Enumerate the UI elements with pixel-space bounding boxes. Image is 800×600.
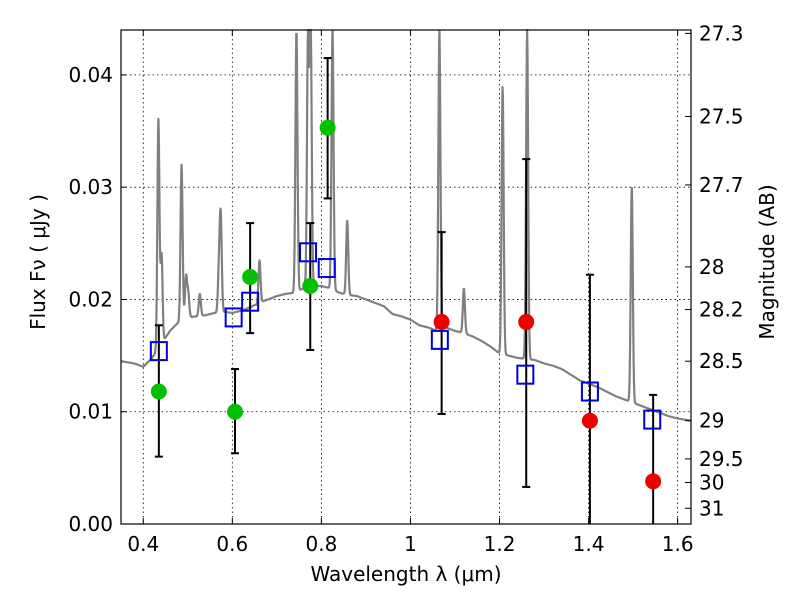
- y-tick-label: 0.01: [68, 400, 113, 424]
- x-tick-label: 1: [404, 532, 417, 556]
- y-tick-label: 0.00: [68, 512, 113, 536]
- data-markers: [149, 119, 662, 490]
- model-photometry-square: [430, 329, 449, 350]
- x-tick-label: 1.2: [484, 532, 516, 556]
- green-data-point: [227, 403, 243, 420]
- right-tick-label: 28.2: [699, 298, 744, 322]
- green-data-point: [302, 277, 319, 294]
- x-axis-label: Wavelength λ (μm): [310, 562, 501, 586]
- plot-frame: [120, 29, 692, 525]
- y-tick-labels: 0.00 0.01 0.02 0.03 0.04: [68, 63, 113, 536]
- model-spectrum: [120, 28, 692, 422]
- right-axis-label: Magnitude (AB): [755, 184, 779, 339]
- model-photometry-square: [241, 291, 260, 312]
- error-bars: [154, 57, 658, 524]
- right-tick-label: 28.5: [699, 349, 744, 373]
- x-tick-label: 0.6: [216, 532, 248, 556]
- grid-lines: [121, 30, 691, 525]
- model-photometry-square: [580, 381, 599, 402]
- right-tick-label: 30: [699, 470, 724, 494]
- red-data-point: [433, 313, 450, 330]
- model-photometry-square: [317, 258, 336, 279]
- x-tick-label: 1.4: [573, 532, 605, 556]
- model-spectrum-line: [120, 28, 692, 422]
- model-photometry-square: [149, 341, 168, 362]
- y-axis-label: Flux Fν ( μJy ): [26, 194, 50, 330]
- green-data-point: [150, 383, 167, 400]
- model-photometry-square: [224, 307, 243, 328]
- right-tick-label: 27.3: [699, 21, 744, 45]
- x-tick-label: 1.6: [662, 532, 694, 556]
- right-tick-label: 28: [699, 255, 724, 279]
- right-tick-label: 31: [699, 496, 724, 520]
- y-tick-label: 0.03: [68, 175, 113, 199]
- right-tick-label: 27.7: [699, 173, 744, 197]
- green-data-point: [319, 119, 336, 136]
- y-tick-label: 0.04: [68, 63, 113, 87]
- x-tick-labels: 0.4 0.6 0.8 1 1.2 1.4 1.6: [127, 532, 693, 556]
- axis-ticks: [121, 30, 691, 525]
- model-photometry-square: [299, 242, 318, 263]
- x-tick-label: 0.8: [305, 532, 337, 556]
- x-tick-label: 0.4: [127, 532, 159, 556]
- model-photometry-square: [643, 409, 662, 430]
- y-tick-label: 0.02: [68, 287, 113, 311]
- red-data-point: [518, 313, 535, 330]
- red-data-point: [581, 412, 598, 429]
- red-data-point: [645, 473, 662, 490]
- right-tick-label: 29: [699, 409, 724, 433]
- green-data-point: [242, 269, 259, 285]
- model-photometry-square: [516, 364, 535, 385]
- right-tick-label: 27.5: [699, 104, 744, 128]
- right-tick-label: 29.5: [699, 447, 744, 471]
